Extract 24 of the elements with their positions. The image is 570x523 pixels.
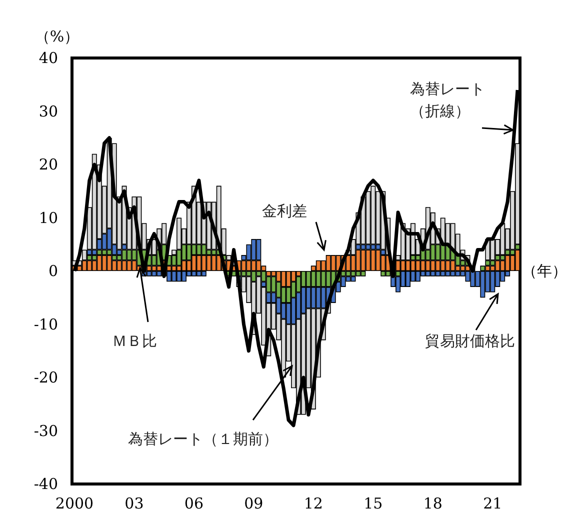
y-tick-label: -20 <box>34 368 58 386</box>
y-tick-label: -10 <box>34 315 58 334</box>
y-axis-title: （%） <box>34 28 80 46</box>
y-tick-label: 40 <box>38 49 58 67</box>
x-tick-label: 18 <box>423 494 442 512</box>
x-tick-label: 21 <box>483 494 502 512</box>
y-tick-label: 30 <box>38 102 58 120</box>
text: ＭＢ比 <box>112 331 158 352</box>
series-label: 為替レート（１期前） <box>128 429 279 450</box>
x-tick-label: 12 <box>304 494 323 512</box>
text: 金利差 <box>262 201 308 222</box>
y-tick-label: 20 <box>38 156 58 174</box>
y-tick-label: -30 <box>34 422 58 440</box>
legend-label: 貿易財価格比 <box>425 331 516 352</box>
x-tick-label: 06 <box>184 494 204 512</box>
x-axis-title: （年） <box>522 262 567 280</box>
text: 為替レート（折線） <box>410 79 486 122</box>
y-tick-label: 10 <box>38 208 58 227</box>
x-tick-label: 2000 <box>55 494 94 512</box>
x-tick-label: 03 <box>124 494 144 512</box>
y-tick-label: -40 <box>34 475 58 493</box>
y-tick-label: 0 <box>48 262 58 280</box>
x-tick-label: 09 <box>244 494 264 512</box>
x-tick-label: 15 <box>364 494 383 512</box>
